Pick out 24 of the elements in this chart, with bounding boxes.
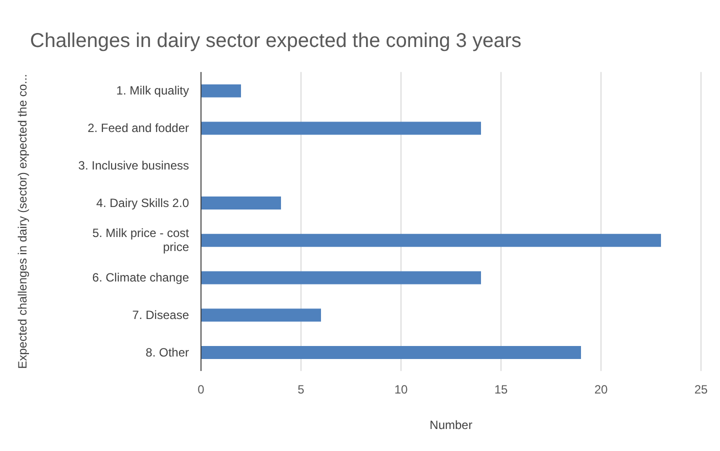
- x-tick-label: 15: [494, 382, 508, 397]
- y-tick-label: 5. Milk price - cost price: [92, 226, 190, 254]
- y-tick-label: 4. Dairy Skills 2.0: [96, 196, 190, 210]
- y-tick-label: 1. Milk quality: [116, 84, 189, 98]
- x-tick-label: 25: [694, 382, 708, 397]
- bar: [201, 271, 481, 284]
- bar: [201, 196, 281, 210]
- bar: [201, 122, 481, 135]
- chart-title: Challenges in dairy sector expected the coming 3 years: [30, 30, 522, 53]
- x-tick-label: 20: [594, 382, 608, 397]
- bar: [201, 308, 321, 322]
- y-tick-label: 6. Climate change: [92, 270, 190, 285]
- y-tick-label: 3. Inclusive business: [78, 158, 189, 172]
- bar: [201, 346, 581, 359]
- x-tick-label: 10: [394, 382, 408, 397]
- bar: [201, 84, 241, 98]
- y-tick-label: 7. Disease: [132, 308, 190, 322]
- y-tick-label: 8. Other: [146, 345, 189, 360]
- x-tick-label: 0: [198, 382, 205, 397]
- bar: [201, 234, 661, 247]
- y-tick-label: 2. Feed and fodder: [88, 121, 189, 136]
- y-axis-title: Expected challenges in dairy (sector) expected the co...: [15, 74, 30, 369]
- x-tick-label: 5: [298, 382, 305, 397]
- x-axis-title: Number: [430, 418, 472, 432]
